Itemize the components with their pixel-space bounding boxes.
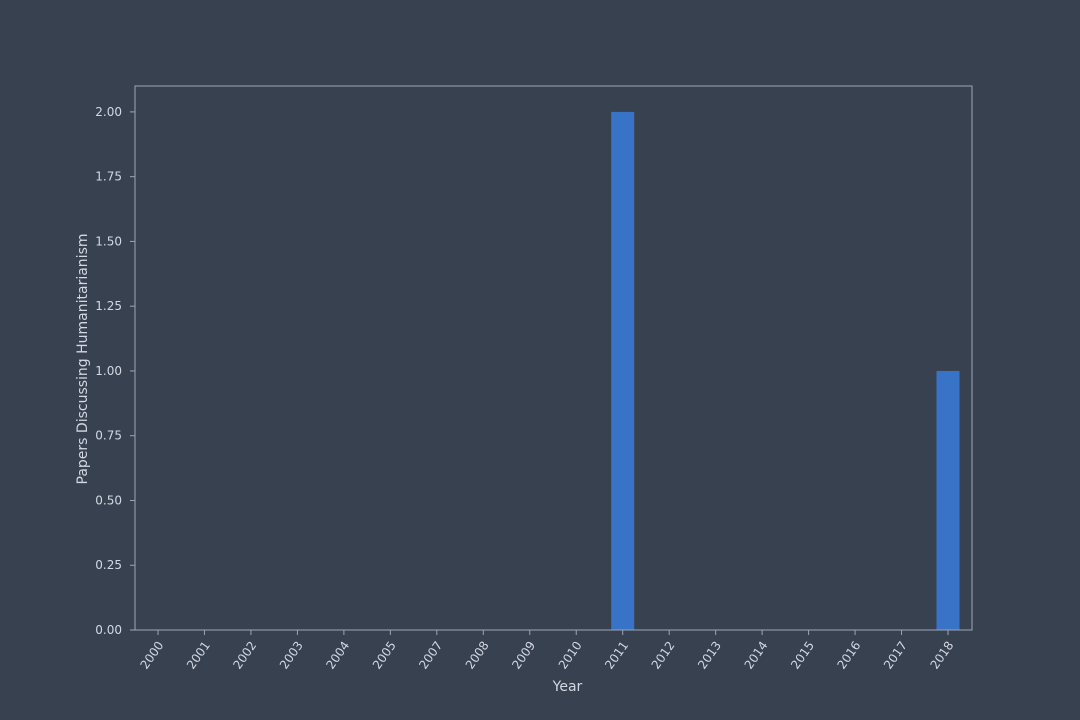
x-tick-label: 2007 bbox=[416, 639, 445, 672]
x-tick-label: 2003 bbox=[277, 639, 306, 672]
plot-frame bbox=[134, 85, 973, 631]
y-tick-label: 0.50 bbox=[95, 493, 122, 507]
x-tick-label: 2004 bbox=[323, 639, 352, 672]
x-tick-label: 2009 bbox=[509, 639, 538, 672]
y-tick-label: 0.75 bbox=[95, 429, 122, 443]
y-tick-label: 1.00 bbox=[95, 364, 122, 378]
x-tick-label: 2010 bbox=[556, 639, 585, 672]
y-tick-label: 0.00 bbox=[95, 623, 122, 637]
x-tick-label: 2005 bbox=[370, 639, 399, 672]
x-tick-label: 2015 bbox=[788, 639, 817, 672]
x-tick-label: 2017 bbox=[881, 639, 910, 672]
y-axis-label: Papers Discussing Humanitarianism bbox=[75, 234, 91, 485]
x-tick-label: 2001 bbox=[184, 639, 213, 672]
x-tick-label: 2016 bbox=[835, 639, 864, 672]
y-tick-label: 2.00 bbox=[95, 105, 122, 119]
x-axis-ticks: 2000 2001 2002 2003 2004 2005 2007 2008 2009 2010… bbox=[137, 630, 956, 672]
x-tick-label: 2014 bbox=[742, 639, 771, 672]
bar-series bbox=[611, 111, 960, 630]
y-tick-label: 1.50 bbox=[95, 234, 122, 248]
x-tick-label: 2011 bbox=[602, 639, 631, 672]
y-tick-label: 1.25 bbox=[95, 299, 122, 313]
x-tick-label: 2018 bbox=[927, 639, 956, 672]
y-tick-label: 1.75 bbox=[95, 170, 122, 184]
x-tick-label: 2012 bbox=[649, 639, 678, 672]
y-axis-ticks: 0.00 0.25 0.50 0.75 1.00 1.25 1.50 1.75 2.00 bbox=[95, 105, 135, 637]
x-tick-label: 2000 bbox=[137, 639, 166, 672]
x-tick-label: 2008 bbox=[463, 639, 492, 672]
bar-2018 bbox=[936, 370, 960, 630]
x-axis-label: Year bbox=[552, 679, 583, 695]
x-tick-label: 2013 bbox=[695, 639, 724, 672]
bar-2011 bbox=[611, 111, 635, 630]
y-tick-label: 0.25 bbox=[95, 558, 122, 572]
x-tick-label: 2002 bbox=[230, 639, 259, 672]
